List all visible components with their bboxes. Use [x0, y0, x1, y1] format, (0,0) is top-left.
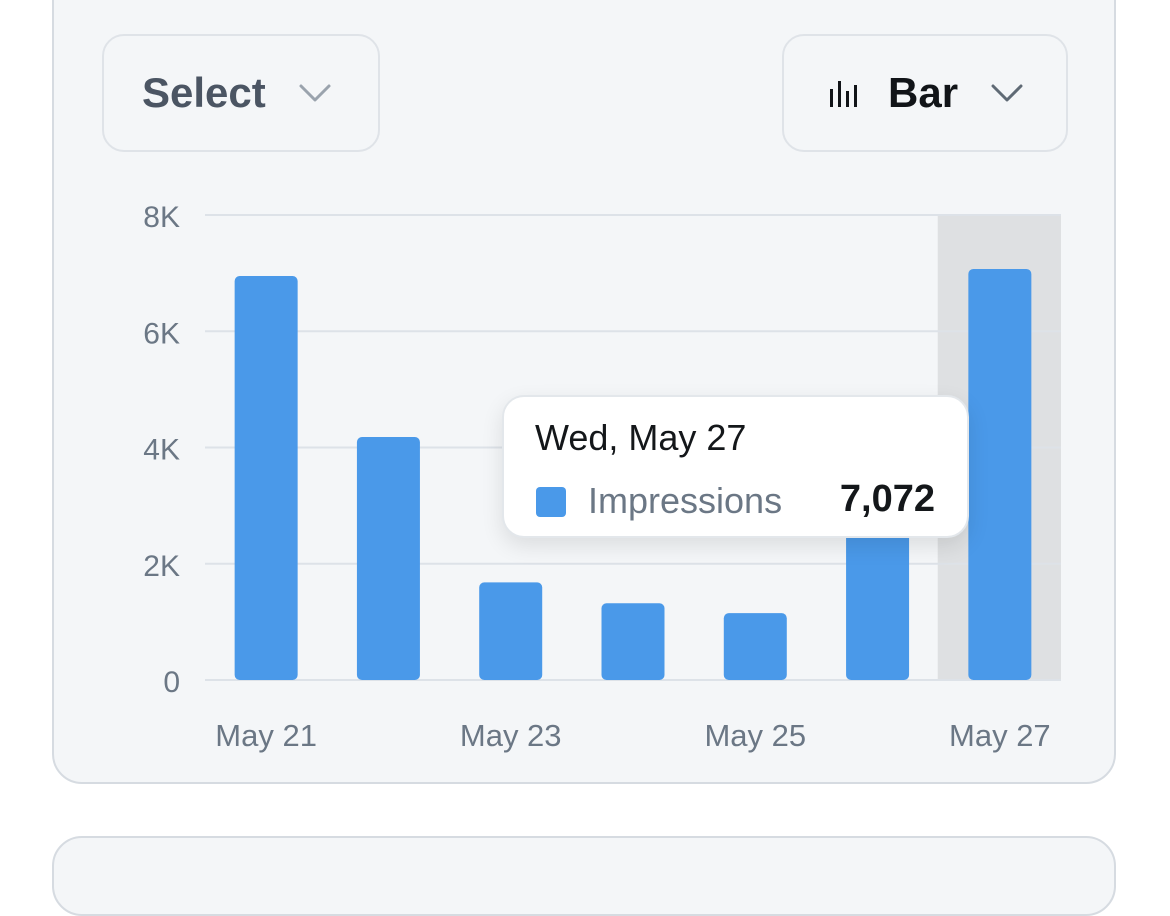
y-tick-label: 6K	[143, 317, 180, 350]
x-tick-label: May 27	[949, 718, 1051, 753]
x-tick-label: May 25	[704, 718, 806, 753]
y-tick-label: 2K	[143, 550, 180, 583]
bar	[601, 603, 665, 680]
bar-chart-icon	[828, 77, 860, 109]
chevron-down-icon	[298, 83, 332, 103]
bar	[356, 437, 420, 680]
bar	[846, 494, 910, 680]
chevron-down-icon	[990, 83, 1024, 103]
bar	[723, 613, 787, 680]
bar	[968, 268, 1032, 680]
tooltip-date: Wed, May 27	[535, 417, 747, 458]
tooltip-series-name: Impressions	[588, 480, 783, 521]
tooltip-series-swatch	[536, 487, 566, 517]
bar	[479, 582, 543, 680]
x-tick-label: May 21	[215, 718, 317, 753]
tooltip-value: 7,072	[839, 478, 935, 520]
chart-type-dropdown[interactable]: Bar	[782, 34, 1068, 152]
bar	[234, 276, 298, 680]
metric-select-dropdown[interactable]: Select	[102, 34, 380, 152]
x-tick-label: May 23	[460, 718, 562, 753]
y-tick-label: 0	[163, 666, 180, 699]
metric-select-label: Select	[142, 69, 266, 116]
y-tick-label: 4K	[143, 434, 180, 467]
y-tick-label: 8K	[143, 201, 180, 234]
chart-tooltip: Wed, May 27 Impressions 7,072	[502, 395, 969, 538]
chart-type-label: Bar	[888, 69, 959, 116]
